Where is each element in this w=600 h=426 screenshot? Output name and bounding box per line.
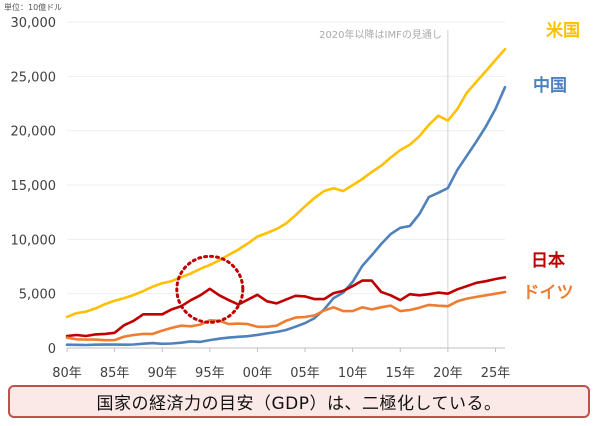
series-line [65, 290, 507, 342]
x-tick-label: 15年 [385, 366, 415, 381]
highlight-circle [175, 254, 245, 324]
x-tick-label: 05年 [290, 366, 320, 381]
x-tick-label: 95年 [195, 366, 225, 381]
y-tick-label: 20,000 [11, 125, 57, 140]
y-axis-tick-labels: 0 5,000 10,000 15,000 20,000 25,000 30,000 [11, 16, 57, 357]
y-tick-label: 10,000 [11, 233, 57, 248]
x-tick-label: 25年 [481, 366, 511, 381]
caption-box: 国家の経済力の目安（GDP）は、二極化している。 [8, 385, 590, 418]
series-label: 中国 [533, 75, 567, 96]
y-tick-label: 25,000 [11, 70, 57, 85]
gdp-line-chart: 0 5,000 10,000 15,000 20,000 25,000 30,000 80年… [11, 16, 581, 381]
unit-note: 単位：10億ドル [4, 3, 63, 12]
y-tick-label: 15,000 [11, 179, 57, 194]
x-axis-tick-labels: 80年 85年 90年 95年 00年 05年 10年 15年 20年 25年 [52, 366, 510, 381]
y-tick-label: 30,000 [11, 16, 57, 31]
x-tick-label: 10年 [338, 366, 368, 381]
series-label: 米国 [546, 20, 580, 41]
gridlines [66, 21, 505, 352]
series-label: 日本 [531, 250, 565, 271]
series-line [65, 47, 507, 319]
y-tick-label: 5,000 [19, 288, 56, 303]
series-line [65, 85, 507, 347]
projection-annotation: 2020年以降はIMFの見通し [319, 28, 442, 41]
x-tick-label: 20年 [433, 366, 463, 381]
x-tick-label: 80年 [52, 366, 82, 381]
series-line [65, 276, 507, 338]
y-tick-label: 0 [48, 342, 56, 357]
caption-text: 国家の経済力の目安（GDP）は、二極化している。 [96, 394, 502, 414]
series-label: ドイツ [523, 283, 574, 303]
x-tick-label: 85年 [100, 366, 130, 381]
x-tick-label: 00年 [243, 366, 273, 381]
series-lines [65, 47, 507, 347]
x-tick-label: 90年 [147, 366, 177, 381]
